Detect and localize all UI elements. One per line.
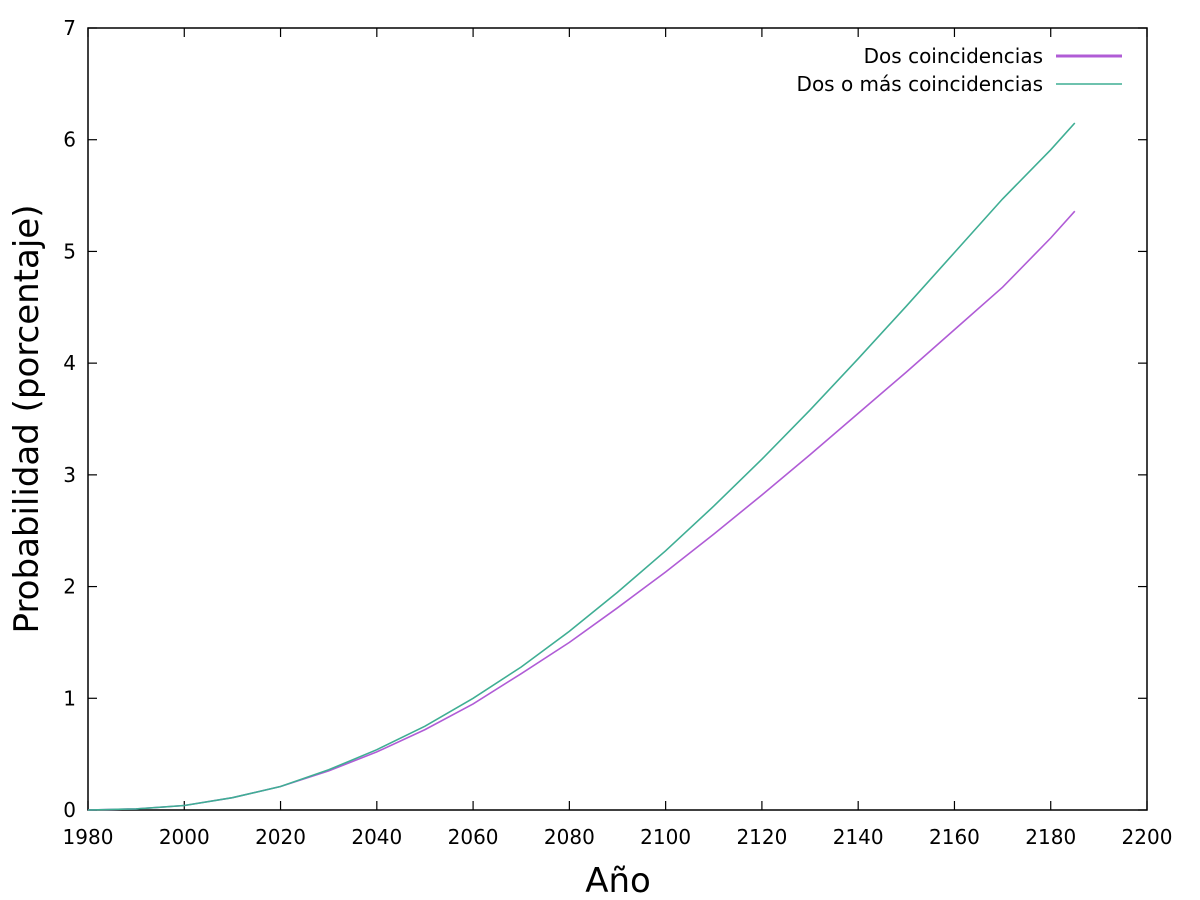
x-tick-label-4: 2060 (448, 825, 499, 849)
y-tick-label-4: 4 (63, 351, 76, 375)
x-tick-label-3: 2040 (351, 825, 402, 849)
x-tick-label-11: 2200 (1122, 825, 1173, 849)
legend-label-1: Dos o más coincidencias (797, 72, 1043, 96)
x-tick-label-1: 2000 (159, 825, 210, 849)
y-tick-label-5: 5 (63, 239, 76, 263)
y-tick-label-7: 7 (63, 16, 76, 40)
x-tick-label-6: 2100 (640, 825, 691, 849)
legend-label-0: Dos coincidencias (864, 44, 1043, 68)
y-tick-label-2: 2 (63, 575, 76, 599)
series-line-0 (87, 210, 1076, 811)
x-tick-label-2: 2020 (255, 825, 306, 849)
x-tick-label-0: 1980 (63, 825, 114, 849)
x-tick-label-10: 2180 (1025, 825, 1076, 849)
y-tick-label-6: 6 (63, 128, 76, 152)
legend: Dos coincidencias Dos o más coincidencias (797, 44, 1122, 96)
axis-ticks (87, 27, 1148, 811)
x-tick-label-8: 2140 (833, 825, 884, 849)
plot-frame (87, 27, 1148, 811)
y-tick-label-3: 3 (63, 463, 76, 487)
y-tick-label-1: 1 (63, 686, 76, 710)
series-line-1 (87, 122, 1076, 811)
axis-tick-labels: 1980 2000 2020 2040 2060 2080 2100 2120 2140 2160… (63, 16, 1173, 849)
x-tick-label-9: 2160 (929, 825, 980, 849)
x-axis-title: Año (585, 861, 651, 900)
y-tick-label-0: 0 (63, 798, 76, 822)
x-tick-label-5: 2080 (544, 825, 595, 849)
x-tick-label-7: 2120 (736, 825, 787, 849)
y-axis-title: Probabilidad (porcentaje) (7, 205, 47, 634)
series-lines (87, 122, 1076, 811)
